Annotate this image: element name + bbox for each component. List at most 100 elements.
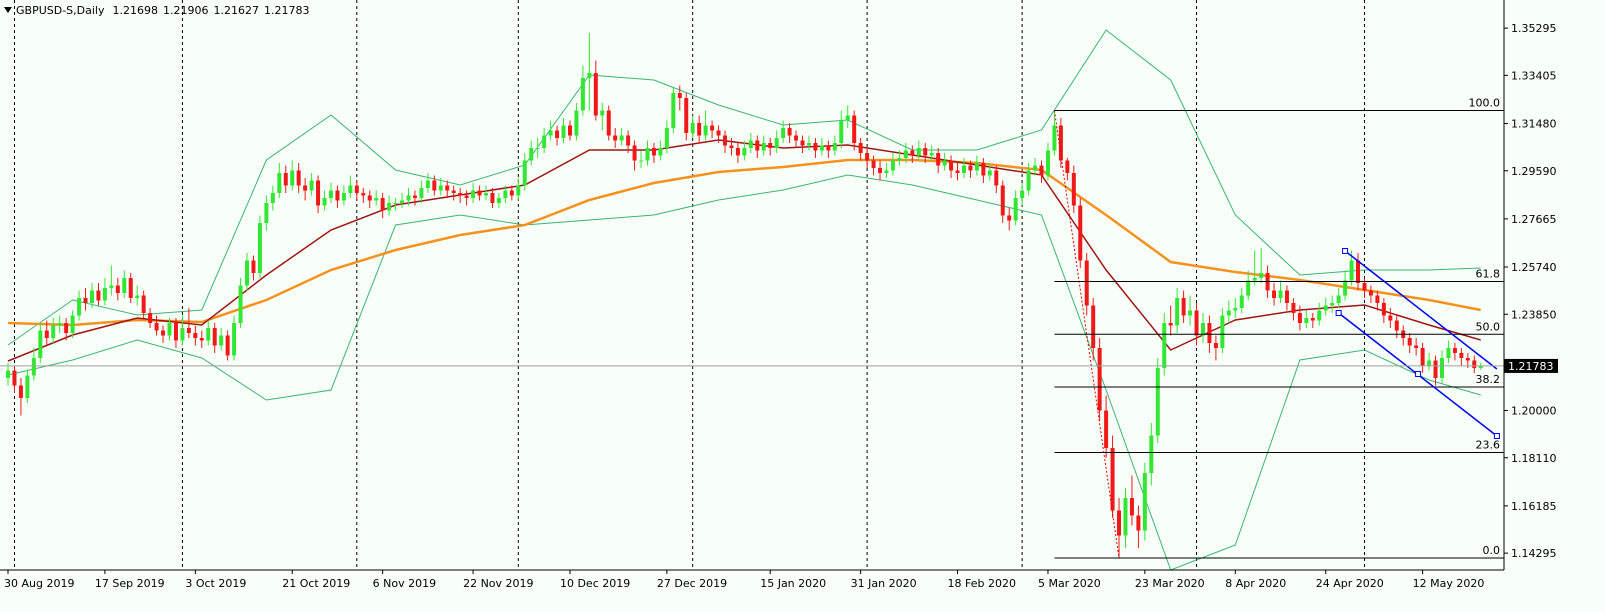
candle-body [400,200,405,203]
fib-label: 0.0 [1483,544,1501,557]
candle-body [245,260,250,286]
candle-body [128,278,133,298]
candle-body [206,328,211,341]
candle-body [328,190,333,198]
candle-body [1472,360,1477,368]
candle-body [567,125,572,136]
candle-body [1045,150,1050,176]
candle-body [167,323,172,336]
candle-body [664,128,669,148]
candle-body [1078,205,1083,261]
candle-body [1330,303,1335,306]
candle-body [1375,295,1380,303]
y-tick-label: 1.23850 [1511,308,1557,321]
chart-header: GBPUSD-S,Daily 1.21698 1.21906 1.21627 1.217… [16,4,310,17]
candle-body [1297,313,1302,323]
candle-body [1181,298,1186,316]
candle-body [535,148,540,149]
fib-label: 23.6 [1476,439,1501,452]
high: 1.21906 [163,4,209,17]
fib-label: 38.2 [1476,373,1501,386]
candle-body [955,170,960,173]
overlay-line [7,158,1481,327]
candle-body [270,193,275,203]
candle-body [199,338,204,341]
x-tick-label: 27 Dec 2019 [657,577,727,590]
candle-body [651,148,656,156]
candle-body [1310,318,1315,321]
candle-body [1000,185,1005,216]
x-tick-label: 3 Oct 2019 [185,577,246,590]
x-tick-label: 23 Mar 2020 [1135,577,1205,590]
candle-body [878,168,883,173]
candle-body [1149,435,1154,473]
candle-body [109,285,114,288]
candle-body [445,185,450,191]
candle-body [1007,215,1012,221]
candle-body [845,115,850,121]
candle-body [6,370,11,378]
candle-body [1155,368,1160,436]
x-tick-label: 12 May 2020 [1413,577,1485,590]
candle-body [858,143,863,153]
axes: 1.35295 1.33405 1.31480 1.29590 1.27665 1.257… [4,22,1558,590]
x-tick-label: 30 Aug 2019 [4,577,74,590]
candle-body [1465,358,1470,361]
candle-body [232,323,237,356]
candle-body [154,323,159,331]
candle-body [871,160,876,168]
candle-body [1084,260,1089,306]
candle-body [671,93,676,128]
candle-body [1407,338,1412,346]
menu-triangle[interactable] [4,7,12,13]
candle-body [574,110,579,136]
candle-body [180,328,185,341]
x-tick-label: 18 Feb 2020 [948,577,1016,590]
candle-body [929,153,934,156]
candle-body [1394,320,1399,331]
candle-body [658,148,663,156]
candle-body [639,160,644,162]
current-price-label: 1.21783 [1508,360,1554,373]
candle-body [561,125,566,138]
candle-body [755,140,760,151]
candle-body [490,193,495,203]
candle-body [1117,510,1122,536]
candle-body [787,128,792,136]
y-tick-label: 1.18110 [1511,452,1557,465]
candle-body [1097,348,1102,411]
candle-body [496,198,501,203]
candle-body [1452,348,1457,353]
candle-body [1233,308,1238,311]
candle-body [1026,170,1031,191]
candle-body [477,190,482,196]
candle-body [981,163,986,176]
candle-body [25,375,30,398]
candle-body [51,325,56,338]
candle-body [619,135,624,141]
candle-body [1039,165,1044,176]
candle-body [212,328,217,346]
candle-body [716,130,721,136]
y-tick-label: 1.25740 [1511,261,1557,274]
candle-body [1349,260,1354,281]
candle-body [290,170,295,186]
candle-body [1439,358,1444,378]
candle-body [387,203,392,211]
candle-body [193,333,198,338]
candle-body [690,123,695,133]
candle-body [897,158,902,161]
candle-body [729,145,734,148]
candle-body [606,110,611,136]
candle-body [961,165,966,173]
candle-body [96,290,101,301]
candle-body [425,180,430,188]
candle-body [684,98,689,133]
candle-body [968,165,973,171]
candle-body [1259,273,1264,278]
candle-body [852,115,857,143]
candle-body [464,195,469,198]
candle-body [348,185,353,193]
candle-body [173,323,178,341]
